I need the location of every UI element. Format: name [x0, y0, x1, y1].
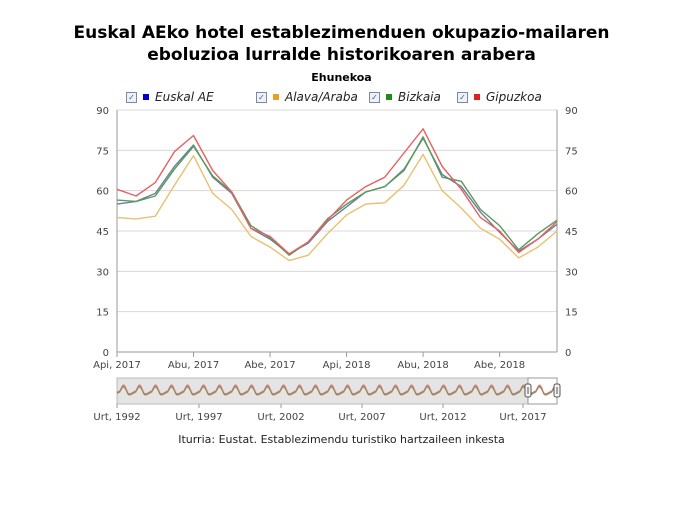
- y-tick-label-right: 0: [565, 348, 571, 359]
- series-line-alava-araba: [116, 153, 558, 262]
- legend-item-euskal-ae[interactable]: ✓ Euskal AE: [126, 90, 214, 104]
- navigator-label: Urt, 2012: [419, 412, 466, 423]
- y-tick-label-left: 90: [96, 106, 109, 117]
- y-tick-label-right: 45: [565, 227, 578, 238]
- x-tick-label: Abu, 2018: [397, 360, 448, 371]
- y-tick-label-right: 60: [565, 187, 578, 198]
- y-tick-label-left: 75: [96, 146, 109, 157]
- legend-item-bizkaia[interactable]: ✓ Bizkaia: [369, 90, 441, 104]
- y-tick-label-right: 90: [565, 106, 578, 117]
- legend-label: Alava/Araba: [285, 90, 358, 104]
- navigator-label: Urt, 1992: [93, 412, 140, 423]
- legend-checkbox-icon[interactable]: ✓: [457, 91, 468, 103]
- legend-swatch: [474, 94, 480, 100]
- navigator-series-line: [116, 384, 558, 395]
- y-tick-label-left: 45: [96, 227, 109, 238]
- legend-label: Gipuzkoa: [486, 90, 542, 104]
- legend-swatch: [273, 94, 279, 100]
- navigator-label: Urt, 1997: [175, 412, 222, 423]
- navigator-label: Urt, 2002: [257, 412, 304, 423]
- chart-title: Euskal AEko hotel establezimenduen okupa…: [0, 22, 683, 66]
- legend-swatch: [386, 94, 392, 100]
- series-line-bizkaia: [116, 136, 558, 256]
- chart-title-line1: Euskal AEko hotel establezimenduen okupa…: [73, 23, 610, 43]
- series-line-euskal-ae: [116, 137, 558, 255]
- legend-label: Bizkaia: [398, 90, 441, 104]
- x-tick-label: Api, 2018: [323, 360, 371, 371]
- navigator[interactable]: Urt, 1992 Urt, 1997 Urt, 2002 Urt, 2007 Urt,…: [93, 377, 561, 423]
- legend-label: Euskal AE: [155, 90, 214, 104]
- source-note: Iturria: Eustat. Establezimendu turistik…: [178, 433, 505, 446]
- x-tick-label: Api, 2017: [93, 360, 141, 371]
- chart-title-line2: eboluzioa lurralde historikoaren arabera: [147, 45, 536, 65]
- y-tick-label-left: 30: [96, 267, 109, 278]
- legend-item-gipuzkoa[interactable]: ✓ Gipuzkoa: [457, 90, 542, 104]
- navigator-label: Urt, 2017: [499, 412, 546, 423]
- legend-checkbox-icon[interactable]: ✓: [126, 91, 137, 103]
- y-tick-label-right: 75: [565, 146, 578, 157]
- y-tick-label-right: 30: [565, 267, 578, 278]
- legend-item-alava-araba[interactable]: ✓ Alava/Araba: [256, 90, 358, 104]
- chart-subtitle: Ehunekoa: [311, 71, 372, 84]
- legend-swatch: [143, 94, 149, 100]
- legend-checkbox-icon[interactable]: ✓: [256, 91, 267, 103]
- y-tick-label-left: 0: [103, 348, 109, 359]
- y-tick-label-right: 15: [565, 308, 578, 319]
- y-tick-label-left: 60: [96, 187, 109, 198]
- x-tick-label: Abe, 2018: [474, 360, 525, 371]
- x-tick-label: Abu, 2017: [168, 360, 219, 371]
- y-tick-label-left: 15: [96, 308, 109, 319]
- navigator-label: Urt, 2007: [338, 412, 385, 423]
- series-line-gipuzkoa: [116, 128, 558, 255]
- legend-checkbox-icon[interactable]: ✓: [369, 91, 380, 103]
- x-tick-label: Abe, 2017: [244, 360, 295, 371]
